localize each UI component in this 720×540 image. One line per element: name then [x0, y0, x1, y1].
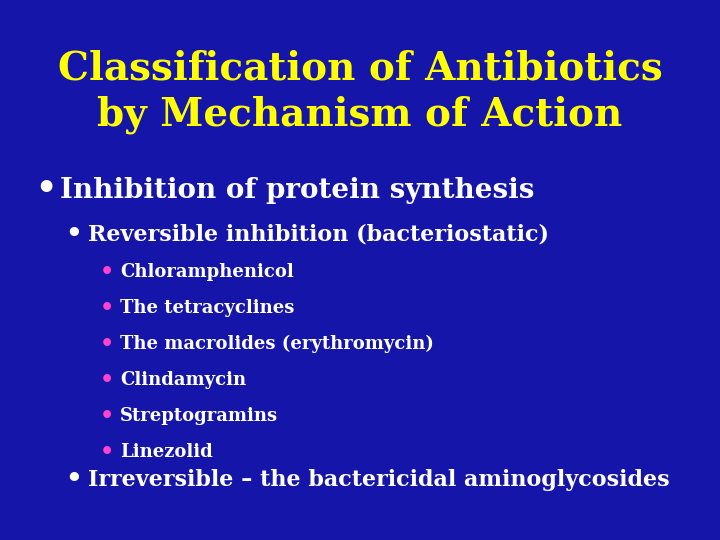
Text: Linezolid: Linezolid [120, 443, 212, 461]
Text: •: • [100, 406, 114, 426]
Text: Inhibition of protein synthesis: Inhibition of protein synthesis [60, 177, 534, 204]
Text: •: • [35, 173, 56, 206]
Text: Irreversible – the bactericidal aminoglycosides: Irreversible – the bactericidal aminogly… [88, 469, 670, 491]
Text: The macrolides (erythromycin): The macrolides (erythromycin) [120, 335, 434, 353]
Text: Chloramphenicol: Chloramphenicol [120, 263, 294, 281]
Text: •: • [100, 262, 114, 282]
Text: The tetracyclines: The tetracyclines [120, 299, 294, 317]
Text: •: • [65, 467, 82, 493]
Text: Reversible inhibition (bacteriostatic): Reversible inhibition (bacteriostatic) [88, 224, 549, 246]
Text: •: • [100, 442, 114, 462]
Text: •: • [65, 222, 82, 248]
Text: •: • [100, 298, 114, 318]
Text: Clindamycin: Clindamycin [120, 371, 246, 389]
Text: Streptogramins: Streptogramins [120, 407, 278, 425]
Text: •: • [100, 370, 114, 390]
Text: •: • [100, 334, 114, 354]
Text: Classification of Antibiotics
by Mechanism of Action: Classification of Antibiotics by Mechani… [58, 50, 662, 134]
